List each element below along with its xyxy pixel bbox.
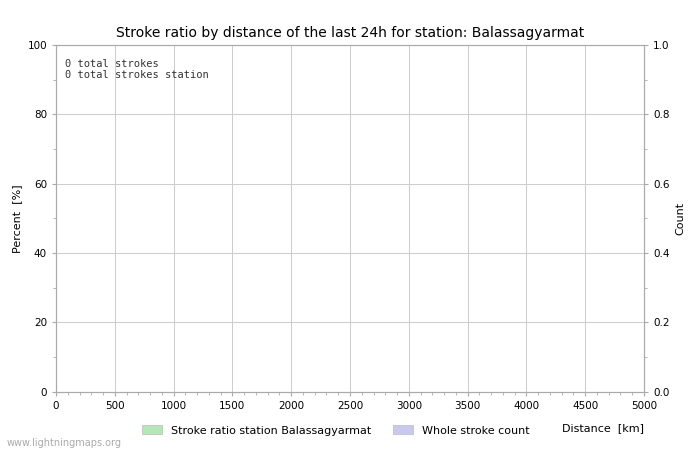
Legend: Stroke ratio station Balassagyarmat, Whole stroke count: Stroke ratio station Balassagyarmat, Who… <box>138 421 534 440</box>
Y-axis label: Count: Count <box>675 202 685 235</box>
Y-axis label: Percent  [%]: Percent [%] <box>12 184 22 252</box>
Title: Stroke ratio by distance of the last 24h for station: Balassagyarmat: Stroke ratio by distance of the last 24h… <box>116 26 584 40</box>
Text: 0 total strokes
0 total strokes station: 0 total strokes 0 total strokes station <box>65 59 209 81</box>
Text: Distance  [km]: Distance [km] <box>562 423 644 433</box>
Text: www.lightningmaps.org: www.lightningmaps.org <box>7 438 122 448</box>
